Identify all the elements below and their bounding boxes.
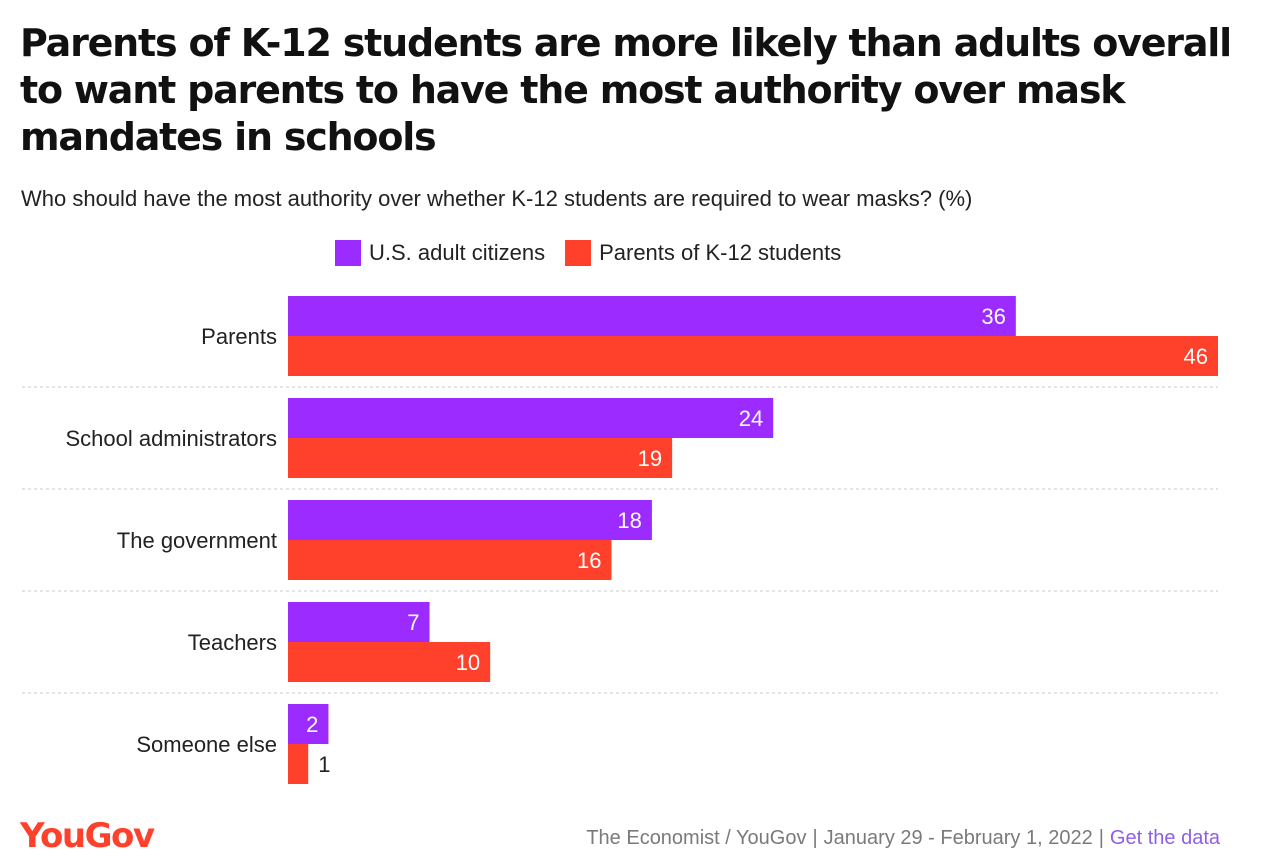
bar-parents xyxy=(288,438,673,478)
bar-chart: Parents 36 46 School administrators 24 19 The … xyxy=(22,296,1218,784)
data-label: 18 xyxy=(617,508,641,533)
bar-parents xyxy=(288,336,1218,376)
separator: | xyxy=(812,827,818,849)
legend-item-parents: Parents of K-12 students xyxy=(565,240,841,266)
separator: | xyxy=(1098,827,1104,849)
footer-source: The Economist / YouGov | January 29 - Fe… xyxy=(586,827,1220,850)
bar-adults xyxy=(288,398,774,438)
legend-swatch-parents xyxy=(565,240,592,266)
bar-adults xyxy=(288,704,329,744)
category-label: School administrators xyxy=(65,426,277,451)
data-label: 2 xyxy=(306,712,318,737)
bar-adults xyxy=(288,500,652,540)
legend-item-adults: U.S. adult citizens xyxy=(335,240,545,266)
chart-title: Parents of K-12 students are more likely… xyxy=(20,21,1232,159)
data-label: 46 xyxy=(1184,344,1208,369)
category-label: Teachers xyxy=(188,630,277,655)
bar-adults xyxy=(288,296,1016,336)
legend: U.S. adult citizens Parents of K-12 stud… xyxy=(335,240,861,266)
yougov-logo: YouGov xyxy=(20,816,155,856)
chart-subtitle: Who should have the most authority over … xyxy=(21,186,973,211)
data-label: 7 xyxy=(407,610,419,635)
bar-adults xyxy=(288,602,430,642)
data-label: 19 xyxy=(638,446,662,471)
get-data-link[interactable]: Get the data xyxy=(1109,827,1220,849)
category-label: The government xyxy=(117,528,277,553)
bar-parents xyxy=(288,642,491,682)
date-range: January 29 - February 1, 2022 xyxy=(823,827,1093,849)
data-label: 16 xyxy=(577,548,601,573)
bar-parents xyxy=(288,744,309,784)
bar-parents xyxy=(288,540,612,580)
source-text: The Economist / YouGov xyxy=(586,827,807,849)
data-label: 1 xyxy=(318,752,330,777)
data-label: 10 xyxy=(456,650,480,675)
legend-label-parents: Parents of K-12 students xyxy=(599,240,842,265)
legend-label-adults: U.S. adult citizens xyxy=(369,240,546,265)
data-label: 24 xyxy=(739,406,763,431)
legend-swatch-adults xyxy=(335,240,361,266)
category-label: Someone else xyxy=(136,732,277,757)
data-label: 36 xyxy=(981,304,1005,329)
category-label: Parents xyxy=(201,324,277,349)
